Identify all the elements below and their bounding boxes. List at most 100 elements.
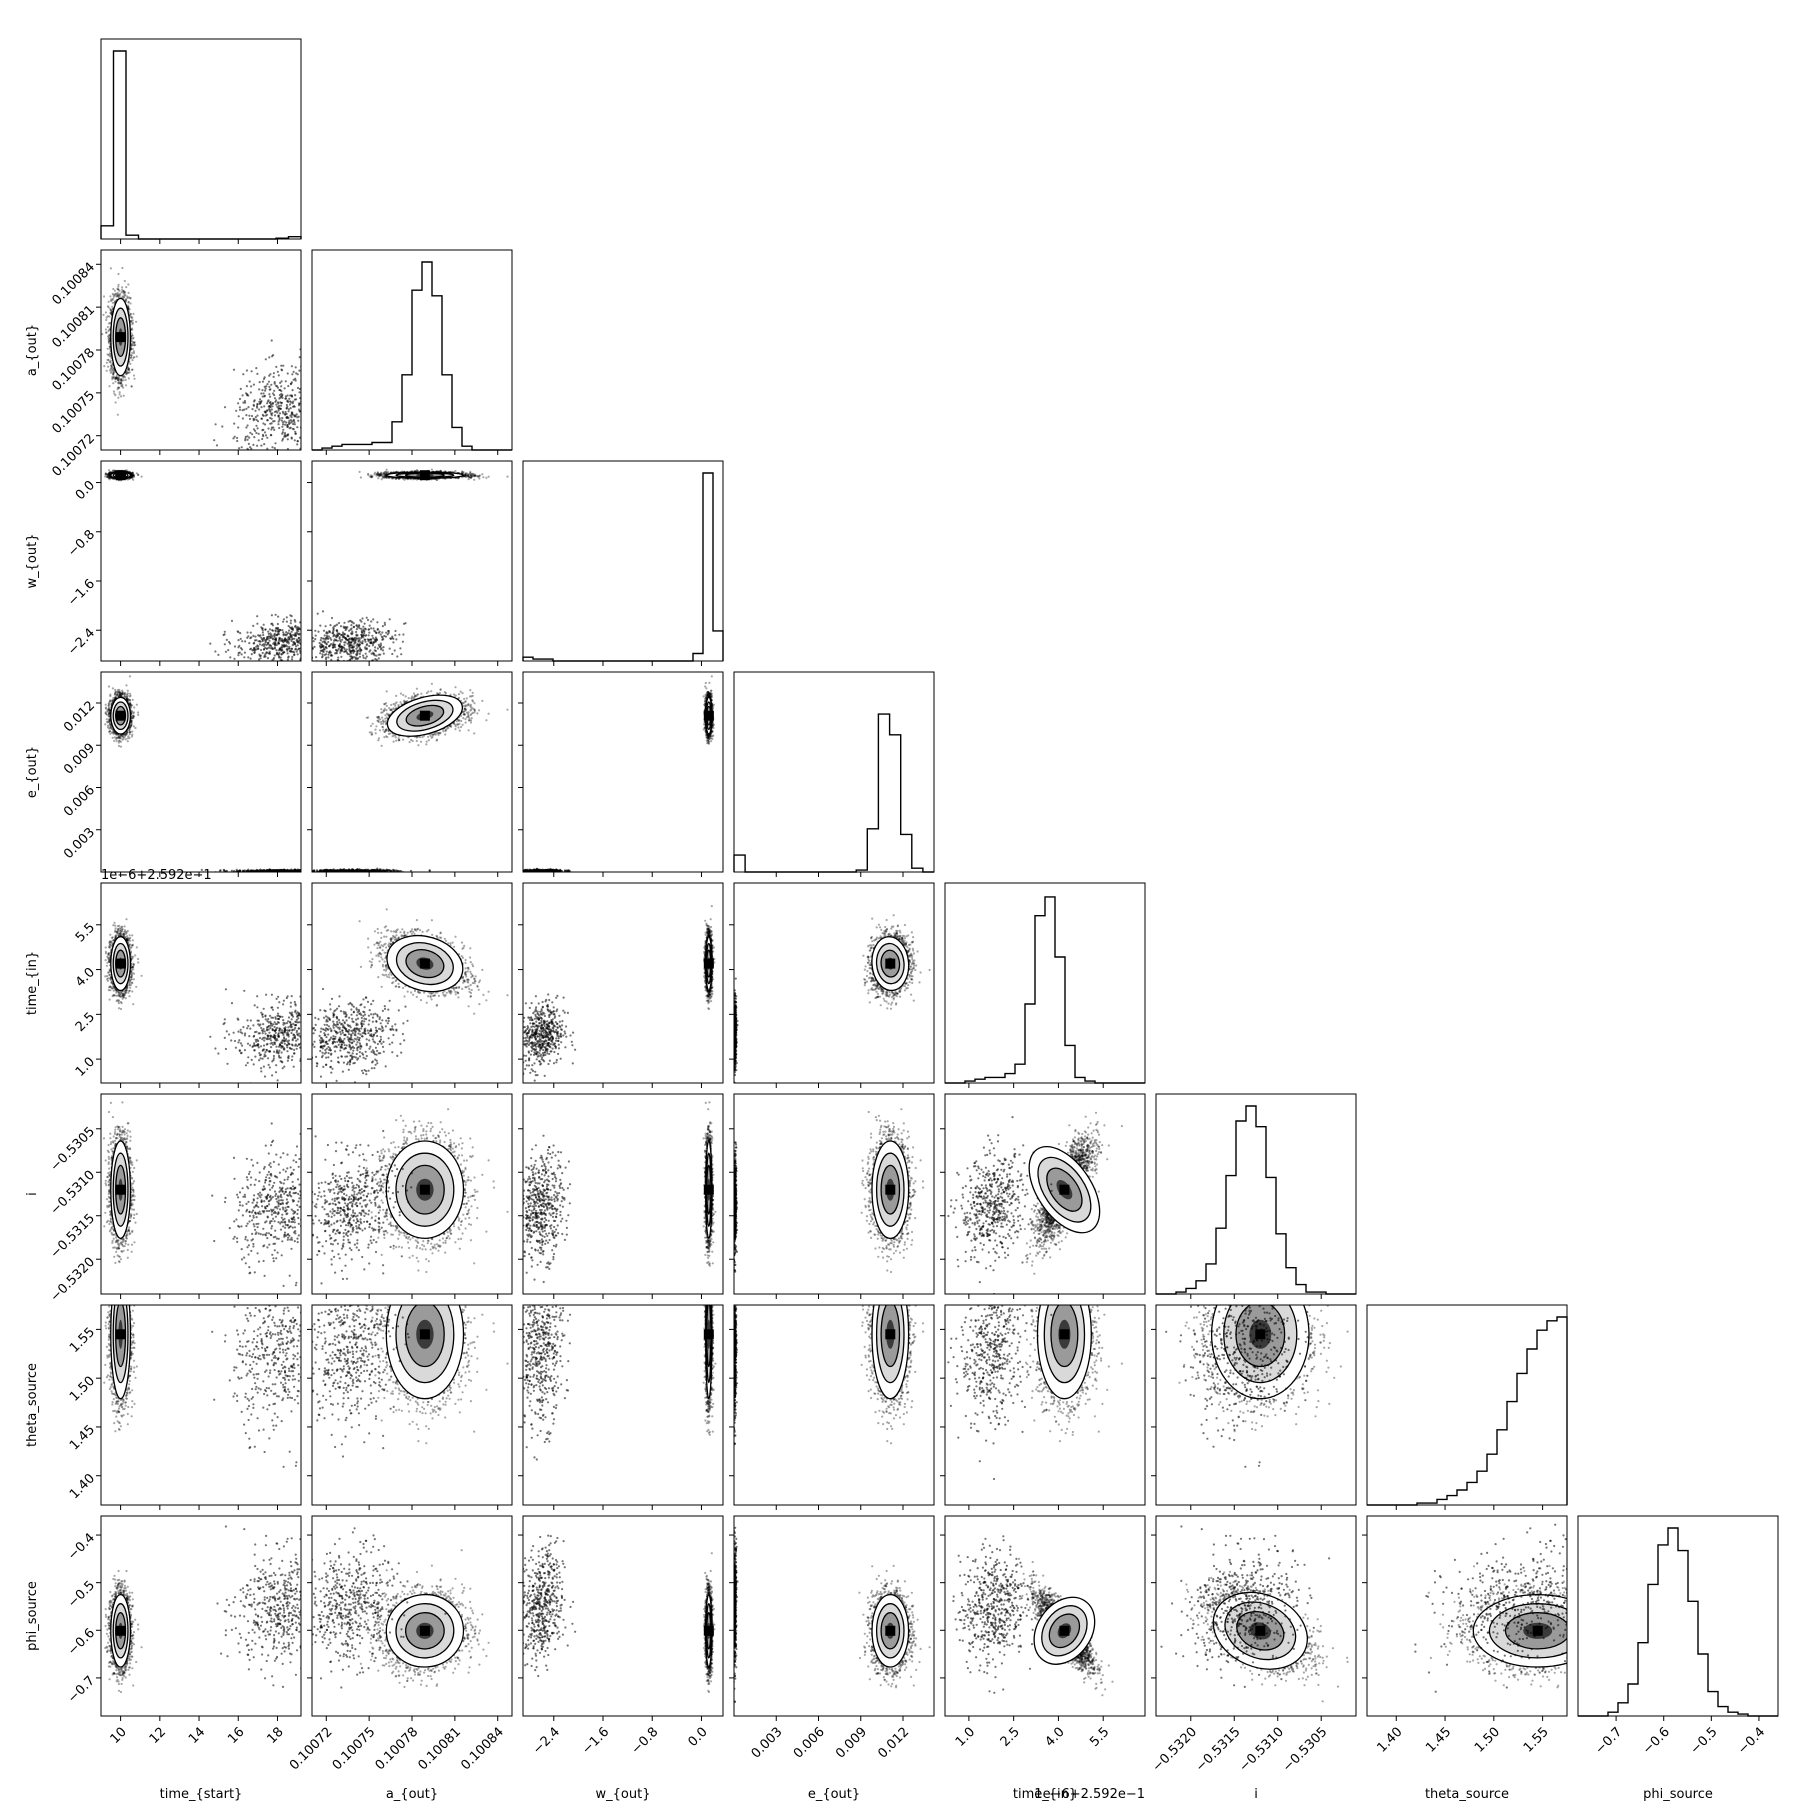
- scatter-point: [320, 415, 322, 417]
- scatter-point: [295, 477, 297, 479]
- scatter-point: [253, 428, 255, 430]
- scatter-point: [238, 415, 240, 417]
- scatter-point: [133, 374, 135, 376]
- scatter-point: [303, 412, 305, 414]
- scatter-point: [135, 321, 137, 323]
- scatter-point: [111, 366, 113, 368]
- scatter-point: [278, 415, 280, 417]
- scatter-point: [288, 410, 290, 412]
- scatter-point: [265, 411, 267, 413]
- scatter-point: [250, 391, 252, 393]
- scatter-point: [295, 433, 297, 435]
- scatter-point: [248, 415, 250, 417]
- scatter-point: [245, 414, 247, 416]
- scatter-point: [302, 424, 304, 426]
- scatter-point: [244, 439, 246, 441]
- scatter-point: [301, 384, 303, 386]
- scatter-point: [261, 429, 263, 431]
- scatter-point: [266, 448, 268, 450]
- scatter-point: [278, 427, 280, 429]
- scatter-point: [294, 399, 296, 401]
- scatter-point: [243, 409, 245, 411]
- scatter-point: [355, 438, 357, 440]
- scatter-point: [112, 374, 114, 376]
- scatter-point: [137, 474, 139, 476]
- scatter-point: [264, 390, 266, 392]
- scatter-point: [285, 421, 287, 423]
- scatter-point: [265, 434, 267, 436]
- scatter-point: [251, 415, 253, 417]
- scatter-point: [287, 400, 289, 402]
- scatter-point: [120, 385, 122, 387]
- scatter-point: [318, 415, 320, 417]
- scatter-point: [258, 456, 260, 458]
- scatter-point: [289, 415, 291, 417]
- scatter-point: [291, 373, 293, 375]
- scatter-point: [280, 385, 282, 387]
- scatter-point: [271, 405, 273, 407]
- scatter-point: [287, 385, 289, 387]
- scatter-point: [249, 466, 251, 468]
- scatter-point: [290, 427, 292, 429]
- scatter-point: [324, 412, 326, 414]
- scatter-point: [131, 369, 133, 371]
- scatter-point: [247, 424, 249, 426]
- scatter-point: [307, 395, 309, 397]
- scatter-point: [304, 390, 306, 392]
- scatter-point: [112, 302, 114, 304]
- scatter-point: [334, 413, 336, 415]
- scatter-point: [270, 434, 272, 436]
- scatter-point: [293, 420, 295, 422]
- scatter-point: [109, 295, 111, 297]
- scatter-point: [123, 395, 125, 397]
- scatter-point: [237, 426, 239, 428]
- scatter-point: [302, 450, 304, 452]
- scatter-point: [102, 314, 104, 316]
- scatter-point: [257, 420, 259, 422]
- scatter-point: [284, 436, 286, 438]
- scatter-point: [113, 390, 115, 392]
- scatter-point: [296, 413, 298, 415]
- scatter-point: [307, 416, 309, 418]
- scatter-point: [285, 380, 287, 382]
- scatter-point: [307, 405, 309, 407]
- scatter-point: [107, 315, 109, 317]
- scatter-point: [239, 398, 241, 400]
- scatter-point: [103, 295, 105, 297]
- scatter-point: [292, 389, 294, 391]
- scatter-point: [250, 385, 252, 387]
- scatter-point: [132, 313, 134, 315]
- scatter-point: [260, 406, 262, 408]
- scatter-point: [281, 369, 283, 371]
- scatter-point: [255, 425, 257, 427]
- scatter-point: [263, 415, 265, 417]
- scatter-point: [321, 387, 323, 389]
- scatter-point: [248, 443, 250, 445]
- scatter-point: [271, 414, 273, 416]
- scatter-point: [262, 422, 264, 424]
- scatter-point: [141, 476, 143, 478]
- scatter-point: [287, 372, 289, 374]
- scatter-point: [112, 298, 114, 300]
- scatter-point: [306, 434, 308, 436]
- scatter-point: [249, 432, 251, 434]
- scatter-point: [242, 417, 244, 419]
- scatter-point: [294, 394, 296, 396]
- scatter-point: [314, 404, 316, 406]
- scatter-point: [317, 396, 319, 398]
- scatter-point: [264, 469, 266, 471]
- panel-time-start-vs-a-out: [101, 267, 357, 479]
- scatter-point: [308, 413, 310, 415]
- scatter-point: [125, 373, 127, 375]
- scatter-point: [307, 374, 309, 376]
- scatter-point: [268, 399, 270, 401]
- scatter-point: [279, 407, 281, 409]
- scatter-point: [259, 403, 261, 405]
- scatter-point: [301, 391, 303, 393]
- scatter-point: [249, 446, 251, 448]
- scatter-point: [131, 335, 133, 337]
- scatter-point: [277, 371, 279, 373]
- scatter-point: [317, 402, 319, 404]
- scatter-point: [319, 433, 321, 435]
